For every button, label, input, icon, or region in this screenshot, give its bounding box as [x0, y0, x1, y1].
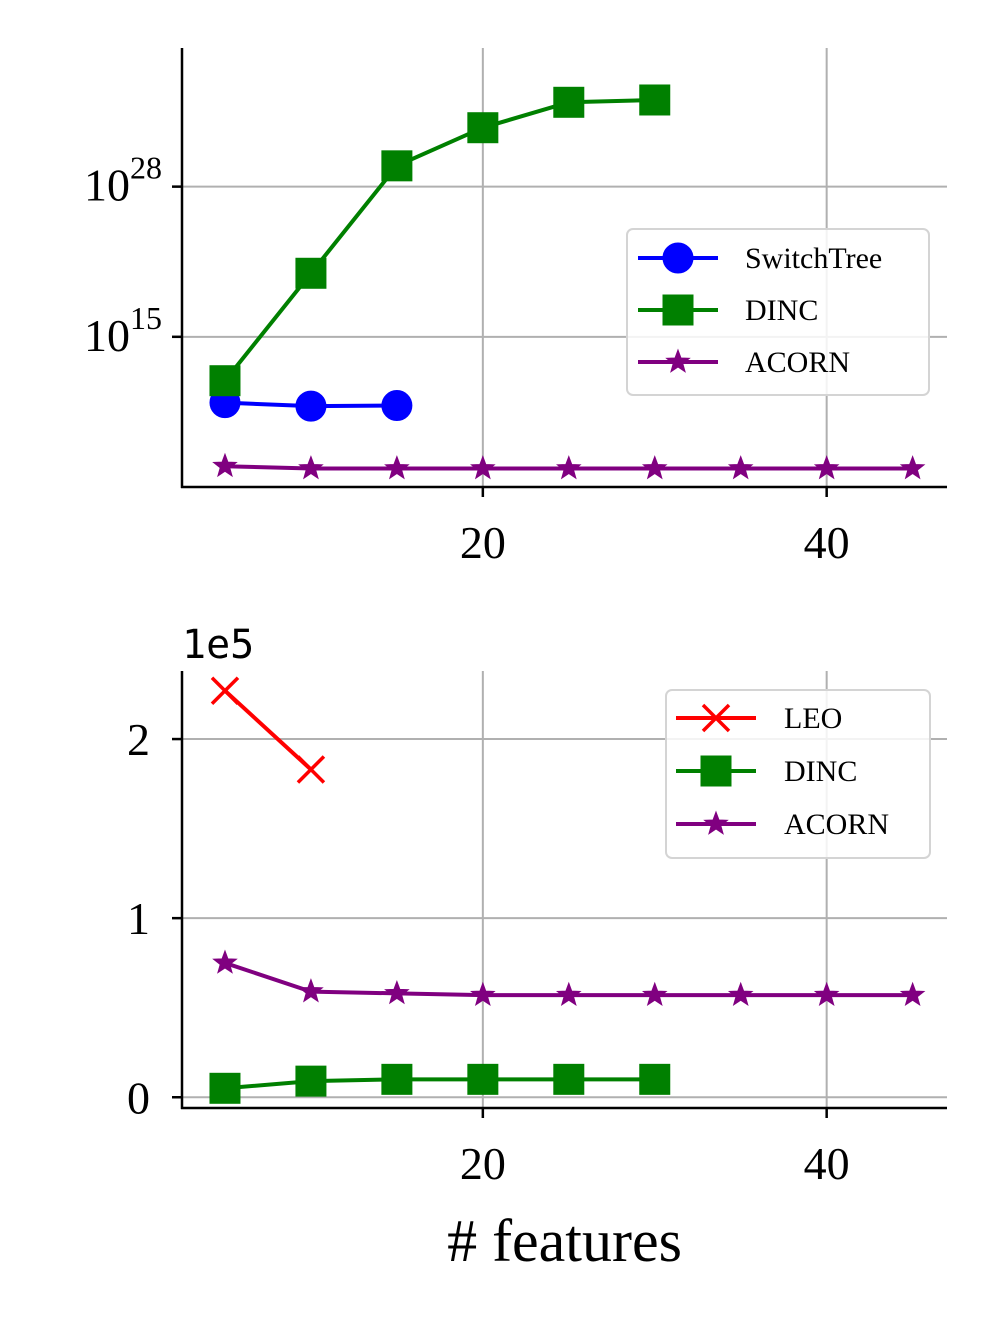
y-tick-label: 0 [127, 1072, 150, 1123]
legend-entry-acorn: ACORN [676, 808, 889, 841]
data-point [467, 112, 499, 144]
legend-marker [662, 242, 694, 274]
data-point [210, 676, 240, 705]
y-tick-label: 1 [127, 893, 150, 944]
chart-panel-1: 20 40 1015 1028 SwitchTree DINC ACORN [84, 48, 947, 568]
data-point [298, 455, 324, 480]
data-point [212, 949, 238, 974]
chart-panel-2: 20 40 0 1 2 1e5 # features LEO DINC ACORN [127, 622, 947, 1274]
data-point [899, 981, 926, 1007]
data-point [295, 1065, 327, 1097]
data-point [556, 981, 582, 1007]
x-tick-label: 40 [804, 1138, 850, 1189]
legend-marker [662, 294, 694, 326]
grid-lines [182, 48, 947, 487]
data-point [384, 455, 410, 480]
legend-entry-acorn: ACORN [638, 346, 850, 379]
data-point [209, 1072, 241, 1104]
x-tick-label: 40 [804, 517, 850, 568]
y-tick-label: 1015 [84, 300, 162, 361]
series-line [223, 689, 313, 771]
data-point [467, 1063, 499, 1095]
legend-label: SwitchTree [745, 242, 882, 275]
legend-entry-dinc: DINC [638, 294, 818, 327]
x-tick-label: 20 [460, 517, 506, 568]
y-offset-label: 1e5 [182, 622, 254, 668]
data-point [381, 1063, 413, 1095]
series-dinc [209, 84, 671, 397]
data-point [639, 84, 671, 116]
data-point [639, 1063, 671, 1095]
data-point [727, 455, 754, 480]
series-line [224, 1077, 655, 1091]
legend-entry-dinc: DINC [676, 755, 857, 788]
x-axis-title: # features [447, 1208, 682, 1274]
legend-label: ACORN [784, 808, 889, 841]
data-point [295, 390, 327, 422]
data-point [813, 981, 840, 1007]
legend-marker [700, 755, 732, 787]
legend: SwitchTree DINC ACORN [626, 228, 930, 396]
x-tick-label: 20 [460, 1138, 506, 1189]
data-point [813, 455, 840, 480]
y-tick-label: 2 [127, 714, 150, 765]
legend: LEO DINC ACORN [665, 689, 931, 859]
legend-label: ACORN [745, 346, 850, 379]
data-point [296, 755, 326, 784]
grid-lines [182, 671, 947, 1108]
legend-marker [703, 810, 729, 835]
series-leo [210, 676, 326, 784]
series-dinc [209, 1063, 671, 1104]
data-point [470, 981, 496, 1007]
data-point [556, 455, 582, 480]
legend-label: DINC [784, 755, 857, 788]
legend-label: LEO [784, 702, 842, 735]
legend-box [665, 689, 931, 859]
legend-entry-leo: LEO [676, 702, 842, 735]
data-point [381, 390, 413, 422]
series-acorn [212, 949, 926, 1007]
data-point [470, 455, 496, 480]
data-point [641, 455, 668, 480]
data-point [553, 1063, 585, 1095]
data-point [899, 455, 926, 480]
data-point [298, 978, 324, 1003]
data-point [381, 150, 413, 182]
series-acorn [212, 452, 926, 480]
data-point [727, 981, 754, 1007]
data-point [212, 452, 238, 478]
legend-label: DINC [745, 294, 818, 327]
data-point [553, 86, 585, 118]
series-line [223, 97, 655, 382]
legend-box [626, 228, 930, 396]
data-point [641, 981, 668, 1007]
legend-marker [701, 703, 731, 733]
legend-marker [665, 348, 691, 373]
y-tick-label: 1028 [84, 150, 162, 211]
data-point [384, 979, 410, 1005]
data-point [209, 365, 241, 397]
legend-entry-switchtree: SwitchTree [638, 242, 882, 275]
data-point [295, 257, 327, 289]
